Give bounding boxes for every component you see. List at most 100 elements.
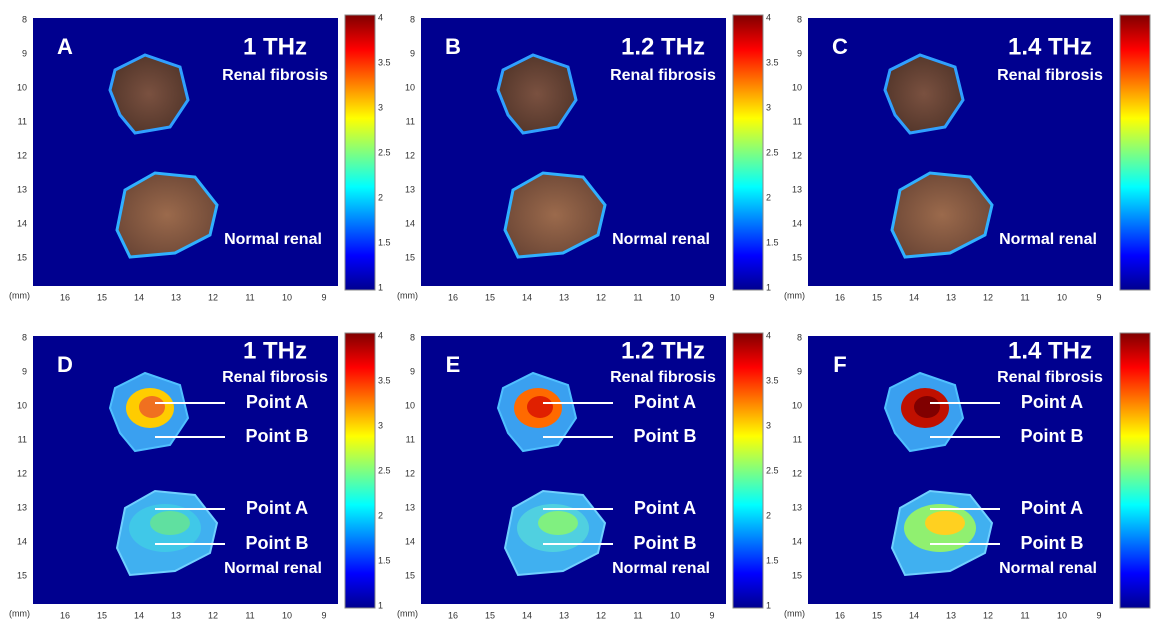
y-tick: 9 bbox=[410, 366, 415, 376]
y-tick: 12 bbox=[405, 468, 415, 478]
x-tick: 16 bbox=[835, 610, 845, 620]
x-tick: 13 bbox=[559, 610, 569, 620]
x-tick: 13 bbox=[946, 292, 956, 302]
x-tick: 14 bbox=[522, 292, 532, 302]
axis-unit: (mm) bbox=[9, 608, 30, 618]
frequency: 1.4 THz bbox=[1008, 33, 1092, 60]
y-tick: 14 bbox=[405, 218, 415, 228]
x-tick: 15 bbox=[97, 292, 107, 302]
y-tick: 15 bbox=[17, 252, 27, 262]
tissue-label: Normal renal bbox=[612, 231, 710, 248]
y-tick: 8 bbox=[22, 14, 27, 24]
y-tick: 12 bbox=[792, 150, 802, 160]
x-tick: 11 bbox=[1020, 292, 1029, 302]
y-tick: 15 bbox=[17, 570, 27, 580]
figure: 11.522.533.54891011121314151615141312111… bbox=[0, 0, 1152, 622]
tissue-label: Renal fibrosis bbox=[997, 67, 1103, 84]
panel-letter: C bbox=[832, 34, 848, 59]
point-label: Point A bbox=[1021, 392, 1083, 412]
x-tick: 11 bbox=[633, 610, 642, 620]
colorbar-tick: 2 bbox=[766, 192, 771, 202]
y-tick: 10 bbox=[792, 82, 802, 92]
fibrosis-core bbox=[527, 396, 553, 418]
colorbar-tick: 1.5 bbox=[378, 237, 391, 247]
tissue-label: Renal fibrosis bbox=[222, 67, 328, 84]
y-tick: 9 bbox=[22, 366, 27, 376]
colorbar-tick: 3 bbox=[766, 420, 771, 430]
point-label: Point B bbox=[1021, 533, 1084, 553]
colorbar-tick: 4 bbox=[766, 12, 771, 22]
y-tick: 8 bbox=[410, 332, 415, 342]
x-tick: 12 bbox=[596, 610, 606, 620]
frequency: 1 THz bbox=[243, 33, 307, 60]
colorbar-tick: 1 bbox=[766, 282, 771, 292]
x-tick: 13 bbox=[559, 292, 569, 302]
x-tick: 15 bbox=[872, 610, 882, 620]
x-tick: 10 bbox=[670, 292, 680, 302]
tissue-label: Normal renal bbox=[612, 560, 710, 577]
point-label: Point B bbox=[246, 533, 309, 553]
y-tick: 11 bbox=[18, 116, 27, 126]
colorbar-tick: 3.5 bbox=[766, 57, 779, 67]
x-tick: 10 bbox=[1057, 292, 1067, 302]
y-tick: 15 bbox=[405, 570, 415, 580]
colorbar-tick: 2.5 bbox=[766, 147, 779, 157]
axis-unit: (mm) bbox=[784, 608, 805, 618]
frequency: 1.2 THz bbox=[621, 33, 705, 60]
colorbar-tick: 1.5 bbox=[378, 555, 391, 565]
x-tick: 15 bbox=[485, 610, 495, 620]
y-tick: 10 bbox=[17, 82, 27, 92]
y-tick: 9 bbox=[797, 366, 802, 376]
y-tick: 15 bbox=[792, 570, 802, 580]
axis-unit: (mm) bbox=[397, 290, 418, 300]
tissue-label: Renal fibrosis bbox=[997, 369, 1103, 386]
x-tick: 9 bbox=[709, 292, 714, 302]
colorbar-tick: 2 bbox=[766, 510, 771, 520]
y-tick: 10 bbox=[405, 82, 415, 92]
tissue-label: Renal fibrosis bbox=[222, 369, 328, 386]
x-tick: 16 bbox=[448, 292, 458, 302]
x-tick: 13 bbox=[171, 610, 181, 620]
x-tick: 11 bbox=[245, 610, 254, 620]
point-label: Point A bbox=[1021, 498, 1083, 518]
y-tick: 14 bbox=[17, 218, 27, 228]
colorbar-tick: 1 bbox=[378, 282, 383, 292]
colorbar-tick: 3.5 bbox=[378, 375, 391, 385]
x-tick: 13 bbox=[171, 292, 181, 302]
axis-unit: (mm) bbox=[397, 608, 418, 618]
tissue-label: Normal renal bbox=[224, 560, 322, 577]
x-tick: 12 bbox=[208, 610, 218, 620]
x-tick: 12 bbox=[983, 610, 993, 620]
y-tick: 12 bbox=[17, 150, 27, 160]
x-tick: 14 bbox=[134, 292, 144, 302]
y-tick: 9 bbox=[22, 48, 27, 58]
y-tick: 13 bbox=[405, 502, 415, 512]
frequency: 1 THz bbox=[243, 337, 307, 364]
y-tick: 12 bbox=[792, 468, 802, 478]
x-tick: 16 bbox=[60, 292, 70, 302]
fibrosis-core bbox=[914, 396, 940, 418]
y-tick: 11 bbox=[406, 116, 415, 126]
colorbar-tick: 4 bbox=[766, 330, 771, 340]
y-tick: 8 bbox=[22, 332, 27, 342]
x-tick: 14 bbox=[134, 610, 144, 620]
panel: 11.522.533.54891011121314151615141312111… bbox=[784, 330, 1152, 620]
y-tick: 15 bbox=[405, 252, 415, 262]
colorbar-tick: 3.5 bbox=[378, 57, 391, 67]
tissue-label: Renal fibrosis bbox=[610, 67, 716, 84]
x-tick: 12 bbox=[596, 292, 606, 302]
point-label: Point A bbox=[246, 392, 308, 412]
x-tick: 10 bbox=[1057, 610, 1067, 620]
x-tick: 9 bbox=[1096, 610, 1101, 620]
point-label: Point B bbox=[1021, 426, 1084, 446]
y-tick: 11 bbox=[18, 434, 27, 444]
normal-core bbox=[925, 511, 965, 535]
point-label: Point A bbox=[634, 498, 696, 518]
colorbar-tick: 2.5 bbox=[766, 465, 779, 475]
tissue-label: Renal fibrosis bbox=[610, 369, 716, 386]
y-tick: 10 bbox=[17, 400, 27, 410]
colorbar-tick: 2.5 bbox=[378, 465, 391, 475]
x-tick: 12 bbox=[983, 292, 993, 302]
x-tick: 14 bbox=[522, 610, 532, 620]
